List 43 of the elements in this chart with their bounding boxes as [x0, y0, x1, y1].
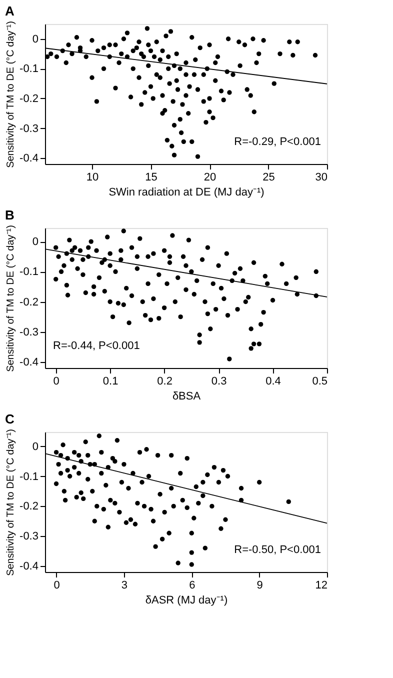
y-tick-label: -0.2: [20, 500, 38, 513]
x-tick-label: 0: [53, 376, 60, 388]
chart-title: B: [5, 207, 14, 222]
y-tick-label: -0.3: [20, 326, 38, 338]
x-tick-label: 0.1: [102, 376, 118, 388]
y-tick-label: -0.2: [20, 296, 38, 308]
annotation: R=-0.50, P<0.001: [234, 544, 321, 556]
x-tick-label: 12: [315, 580, 328, 592]
x-tick-label: 0.2: [157, 376, 172, 388]
x-tick-label: 0.5: [312, 376, 328, 388]
y-tick-label: -0.1: [20, 266, 38, 278]
x-tick-label: 20: [204, 172, 216, 184]
x-tick-label: 6: [189, 580, 196, 592]
y-tick-label: -0.1: [20, 63, 38, 76]
annotation: R=-0.44, P<0.001: [53, 340, 140, 352]
y-tick-label: -0.4: [20, 560, 38, 573]
y-tick-label: 0: [32, 236, 38, 248]
y-tick-label: -0.4: [20, 356, 38, 368]
y-tick-label: -0.1: [20, 470, 38, 483]
x-tick-label: 15: [145, 172, 158, 184]
chart-title: C: [5, 411, 16, 426]
x-tick-label: 25: [262, 172, 275, 184]
x-axis-title: δBSA: [172, 390, 202, 402]
y-tick-label: 0: [32, 33, 38, 46]
annotation: R=-0.29, P<0.001: [234, 136, 321, 148]
y-axis-title: Sensitivity of TM to DE (°C day⁻¹): [6, 429, 17, 576]
x-tick-label: 9: [256, 580, 263, 592]
x-tick-label: 30: [315, 172, 328, 184]
y-axis-title: Sensitivity of TM to DE (°C day⁻¹): [6, 225, 17, 372]
y-tick-label: 0: [32, 440, 38, 453]
x-tick-label: 3: [121, 580, 128, 592]
x-tick-label: 0.4: [266, 376, 281, 388]
chart-title: A: [5, 3, 16, 18]
y-tick-label: -0.3: [20, 122, 38, 135]
x-tick-label: 10: [86, 172, 99, 184]
y-tick-label: -0.2: [20, 92, 38, 105]
x-axis-title: δASR (MJ day⁻¹): [145, 594, 228, 606]
x-axis-title: SWin radiation at DE (MJ day⁻¹): [108, 186, 264, 198]
x-tick-label: 0: [54, 580, 60, 592]
x-tick-label: 0.3: [211, 376, 227, 388]
y-axis-title: Sensitivity of TM to DE (°C day⁻¹): [6, 21, 17, 168]
y-tick-label: -0.4: [20, 152, 38, 165]
y-tick-label: -0.3: [20, 530, 38, 543]
